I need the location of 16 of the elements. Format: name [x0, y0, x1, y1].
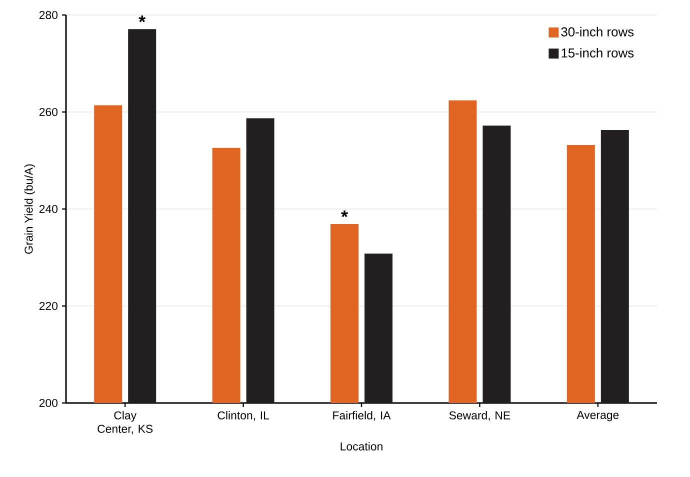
y-axis-title: Grain Yield (bu/A)	[24, 164, 36, 254]
x-tick-label: Clay Center, KS	[98, 411, 153, 434]
legend-label: 15-inch rows	[562, 48, 634, 58]
annotation: *	[341, 210, 348, 218]
x-tick-label: Average	[576, 411, 619, 422]
y-tick-label: 220	[39, 302, 58, 310]
y-tick-label: 280	[39, 10, 58, 20]
x-tick-label: Clinton, IL	[218, 411, 270, 421]
x-tick-label: Fairfield, IA	[333, 411, 391, 421]
legend-label: 30-inch rows	[561, 26, 634, 36]
y-tick-label: 260	[39, 108, 58, 116]
annotation: *	[138, 16, 146, 22]
x-tick-label: Seward, NE	[449, 411, 510, 421]
y-tick-label: 200	[39, 398, 58, 408]
x-axis-title: Location	[340, 442, 382, 450]
y-tick-label: 240	[39, 204, 58, 214]
